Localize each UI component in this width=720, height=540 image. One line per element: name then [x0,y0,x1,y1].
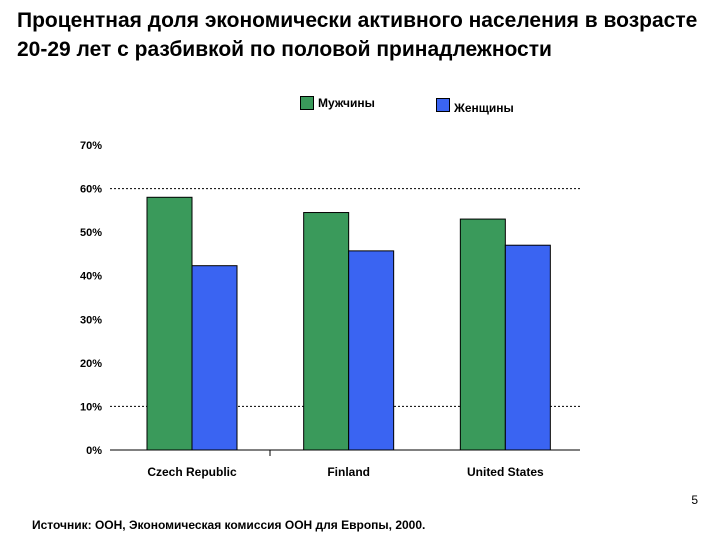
bar-women [348,250,395,451]
y-tick-label: 70% [80,140,102,152]
legend-label-women: Женщины [454,101,514,115]
bar-women [191,265,238,451]
y-tick-label: 0% [86,445,102,457]
y-tick-label: 50% [80,227,102,239]
bar-women [504,244,551,451]
chart-title: Процентная доля экономически активного н… [17,9,698,61]
legend-label-men: Мужчины [318,96,375,110]
y-tick-label: 10% [80,401,102,413]
y-tick-label: 30% [80,314,102,326]
page-number: 5 [691,493,698,507]
legend-swatch-men [300,96,314,110]
legend-swatch-women [436,98,450,112]
x-category-label: Finland [327,465,370,479]
x-category-label: United States [467,465,544,479]
x-category-label: Czech Republic [147,465,237,479]
y-tick-label: 40% [80,271,102,283]
bar-men [303,212,350,451]
y-tick-label: 60% [80,184,102,196]
source-note: Источник: ООН, Экономическая комиссия ОО… [32,518,426,532]
bar-men [459,218,506,451]
bar-men [146,196,193,451]
y-tick-label: 20% [80,358,102,370]
